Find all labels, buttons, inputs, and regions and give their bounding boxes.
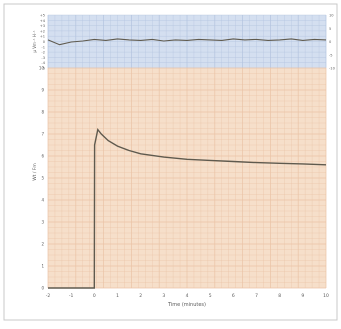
top-y-tick-label: -2: [41, 51, 45, 55]
bottom-y-tick-label: 8: [41, 110, 44, 115]
figure-border: [3, 3, 338, 321]
top-y-tick-label: +3: [40, 24, 45, 28]
x-tick-label: 6: [232, 293, 235, 299]
top-y-tick-label: +5: [40, 14, 45, 18]
top-right-tick-label: 0: [329, 40, 332, 44]
bottom-y-tick-label: 4: [41, 198, 44, 203]
top-right-tick-label: 5: [329, 27, 331, 31]
bottom-y-tick-label: 10: [39, 66, 45, 71]
top-right-tick-label: -10: [329, 67, 336, 71]
top-y-tick-label: +2: [40, 29, 45, 33]
bottom-y-tick-label: 2: [41, 242, 44, 247]
bottom-y-tick-label: 1: [41, 264, 44, 269]
top-y-axis-label: µ Vm⁻¹ H⁻¹: [32, 30, 37, 53]
top-y-tick-label: 0: [43, 40, 46, 44]
x-tick-label: 3: [162, 293, 165, 299]
bottom-y-tick-label: 7: [41, 132, 44, 137]
top-series-line: [47, 38, 327, 46]
x-tick-label: 5: [209, 293, 212, 299]
x-tick-label: 9: [301, 293, 304, 299]
bottom-y-tick-label: 0: [41, 286, 44, 291]
bottom-series-line: [48, 127, 327, 289]
x-tick-label: 7: [255, 293, 258, 299]
top-right-tick-label: -5: [329, 53, 333, 57]
x-tick-label: -2: [46, 293, 51, 299]
bottom-y-tick-label: 6: [41, 154, 44, 159]
bottom-y-tick-label: 9: [41, 88, 44, 93]
x-tick-label: 4: [186, 293, 189, 299]
top-y-tick-label: -1: [41, 45, 45, 49]
x-tick-label: 10: [323, 293, 329, 299]
bottom-y-tick-label: 3: [41, 220, 44, 225]
x-tick-label: 8: [278, 293, 281, 299]
bottom-y-axis-label: Wt / Fm: [32, 163, 38, 181]
top-y-tick-label: -3: [41, 56, 45, 60]
bottom-y-tick-label: 5: [41, 176, 44, 181]
x-axis-label: Time (minutes): [167, 302, 206, 308]
top-y-tick-label: +4: [40, 19, 46, 23]
top-y-tick-label: -5: [41, 67, 45, 71]
x-tick-label: -1: [69, 293, 74, 299]
top-y-tick-label: -4: [41, 61, 45, 65]
top-y-tick-label: +1: [40, 35, 45, 39]
top-right-tick-label: 10: [329, 14, 334, 18]
x-tick-label: 0: [93, 293, 96, 299]
x-tick-label: 1: [116, 293, 119, 299]
x-tick-label: 2: [139, 293, 142, 299]
